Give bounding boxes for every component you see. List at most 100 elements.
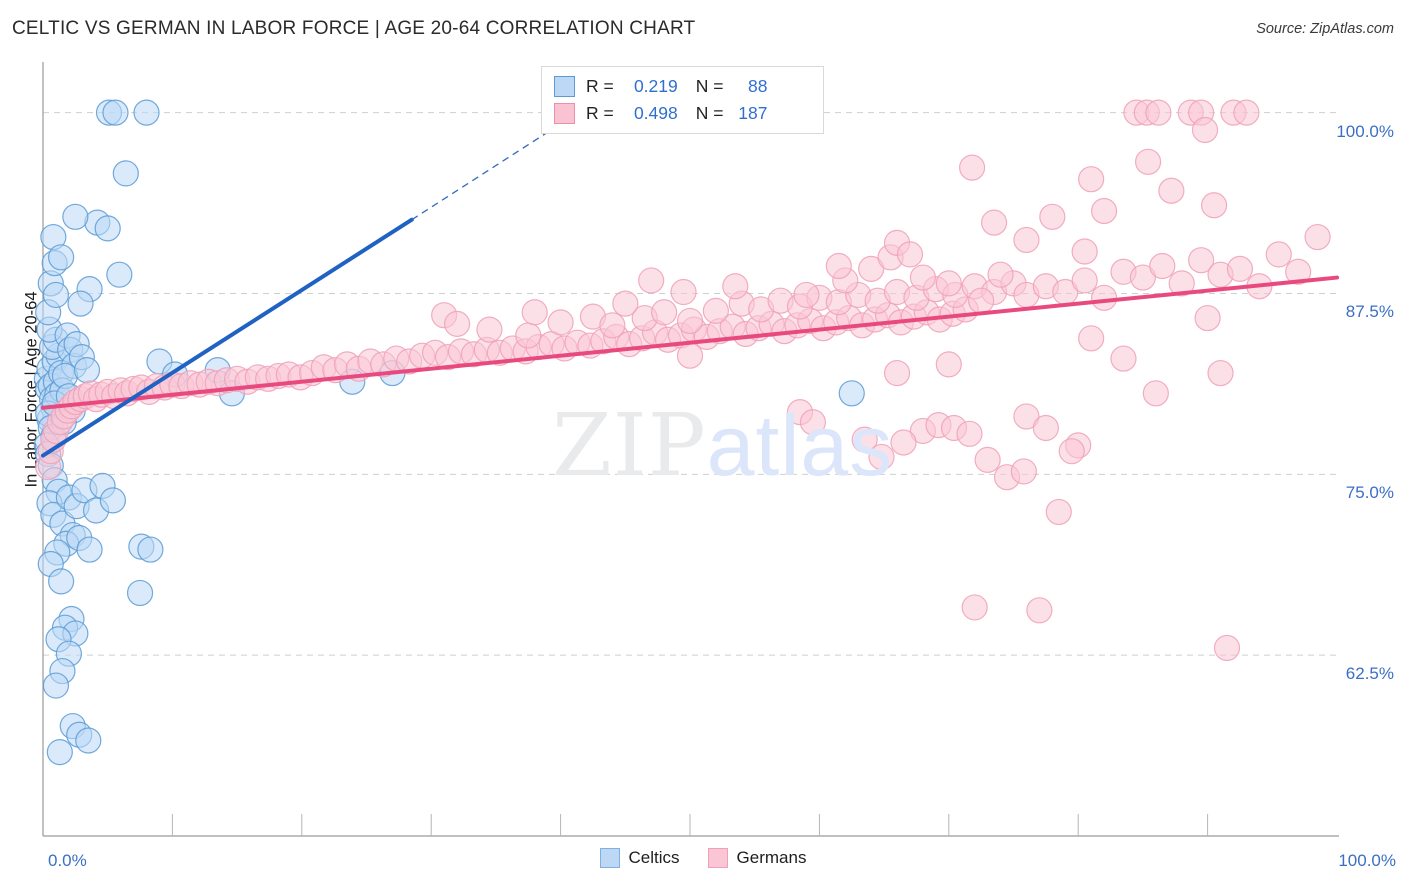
data-point (1071, 238, 1098, 265)
x-axis-max-label: 100.0% (1338, 851, 1396, 870)
data-point (1168, 270, 1195, 297)
data-point (1134, 148, 1162, 175)
germans-swatch-icon (554, 103, 575, 124)
page-title: CELTIC VS GERMAN IN LABOR FORCE | AGE 20… (12, 18, 696, 39)
data-point (883, 359, 911, 387)
data-point (48, 244, 75, 271)
data-point (1200, 192, 1228, 219)
data-point (1145, 99, 1172, 126)
series-legend: Celtics Germans (0, 848, 1406, 868)
germans-n-key: N = (695, 103, 724, 123)
data-point (676, 342, 704, 369)
data-point (1142, 380, 1169, 407)
celtics-r-value: 0.219 (633, 76, 678, 96)
data-point (793, 281, 820, 309)
celtics-n-key: N = (695, 76, 724, 96)
y-axis-tick-62: 62.5% (1345, 664, 1394, 684)
x-axis-min-label: 0.0% (48, 851, 87, 870)
data-point (1233, 99, 1260, 126)
data-point (935, 351, 962, 378)
data-point (1226, 255, 1254, 282)
data-point (1010, 458, 1037, 485)
data-point (825, 252, 852, 280)
data-point (935, 270, 962, 297)
data-point (48, 568, 75, 595)
data-point (1058, 438, 1085, 465)
data-point (1013, 226, 1040, 254)
data-point (1213, 634, 1241, 662)
data-point (896, 241, 924, 268)
data-point (1285, 258, 1312, 285)
stats-row-germans: R = 0.498 N = 187 (554, 100, 813, 127)
celtics-legend-swatch-icon (599, 848, 620, 868)
data-point (137, 536, 164, 563)
data-point (126, 579, 154, 607)
data-point (106, 261, 133, 288)
data-point (1013, 403, 1040, 430)
data-point (974, 446, 1001, 473)
data-point (612, 290, 639, 317)
data-point (73, 357, 101, 384)
chart-header: CELTIC VS GERMAN IN LABOR FORCE | AGE 20… (0, 0, 1406, 56)
data-point (1194, 304, 1221, 332)
data-point (1129, 264, 1157, 291)
data-point (651, 299, 678, 326)
data-point (133, 99, 160, 126)
data-point (1090, 197, 1118, 225)
data-point (476, 316, 503, 343)
data-point (702, 297, 729, 324)
data-point (1158, 177, 1185, 204)
data-point (909, 264, 937, 291)
celtics-trend-line (41, 217, 414, 458)
data-point (1207, 359, 1234, 387)
data-point (961, 594, 988, 621)
data-point (890, 429, 917, 456)
data-point (1039, 203, 1066, 230)
series-germans (35, 99, 1331, 662)
data-point (968, 287, 995, 314)
data-point (799, 409, 827, 436)
data-point (1304, 223, 1331, 251)
data-point (858, 255, 885, 282)
celtics-n-value: 88 (748, 76, 768, 96)
y-axis-tick-100: 100.0% (1336, 121, 1394, 141)
data-point (1188, 247, 1215, 274)
celtics-r-key: R = (586, 76, 614, 96)
data-point (851, 426, 878, 453)
legend-item-celtics[interactable]: Celtics (599, 848, 680, 868)
data-point (676, 307, 704, 335)
data-point (102, 99, 129, 126)
data-point (42, 672, 70, 699)
data-point (112, 160, 139, 187)
data-point (1090, 284, 1118, 311)
data-point (46, 738, 73, 766)
data-point (1045, 498, 1072, 526)
y-axis-tick-87: 87.5% (1345, 302, 1394, 322)
series-celtics (33, 99, 865, 766)
data-point (599, 312, 626, 339)
data-point (62, 203, 89, 230)
stats-row-celtics: R = 0.219 N = 88 (554, 73, 813, 100)
data-point (547, 309, 574, 336)
germans-legend-label: Germans (736, 848, 807, 867)
source-attribution: Source: ZipAtlas.com (1256, 21, 1394, 37)
germans-n-value: 187 (738, 103, 768, 123)
data-point (670, 278, 697, 306)
data-point (75, 727, 102, 754)
data-point (67, 290, 94, 317)
germans-legend-swatch-icon (707, 848, 728, 868)
legend-item-germans[interactable]: Germans (707, 848, 807, 868)
data-point (76, 536, 103, 563)
data-point (980, 209, 1008, 236)
data-point (722, 273, 749, 300)
data-point (958, 154, 986, 181)
celtics-legend-label: Celtics (628, 848, 680, 867)
data-point (1191, 116, 1219, 144)
data-point (1149, 252, 1176, 280)
data-point (956, 420, 983, 447)
data-point (1078, 166, 1105, 193)
data-point (99, 487, 126, 514)
data-point (1110, 345, 1137, 372)
